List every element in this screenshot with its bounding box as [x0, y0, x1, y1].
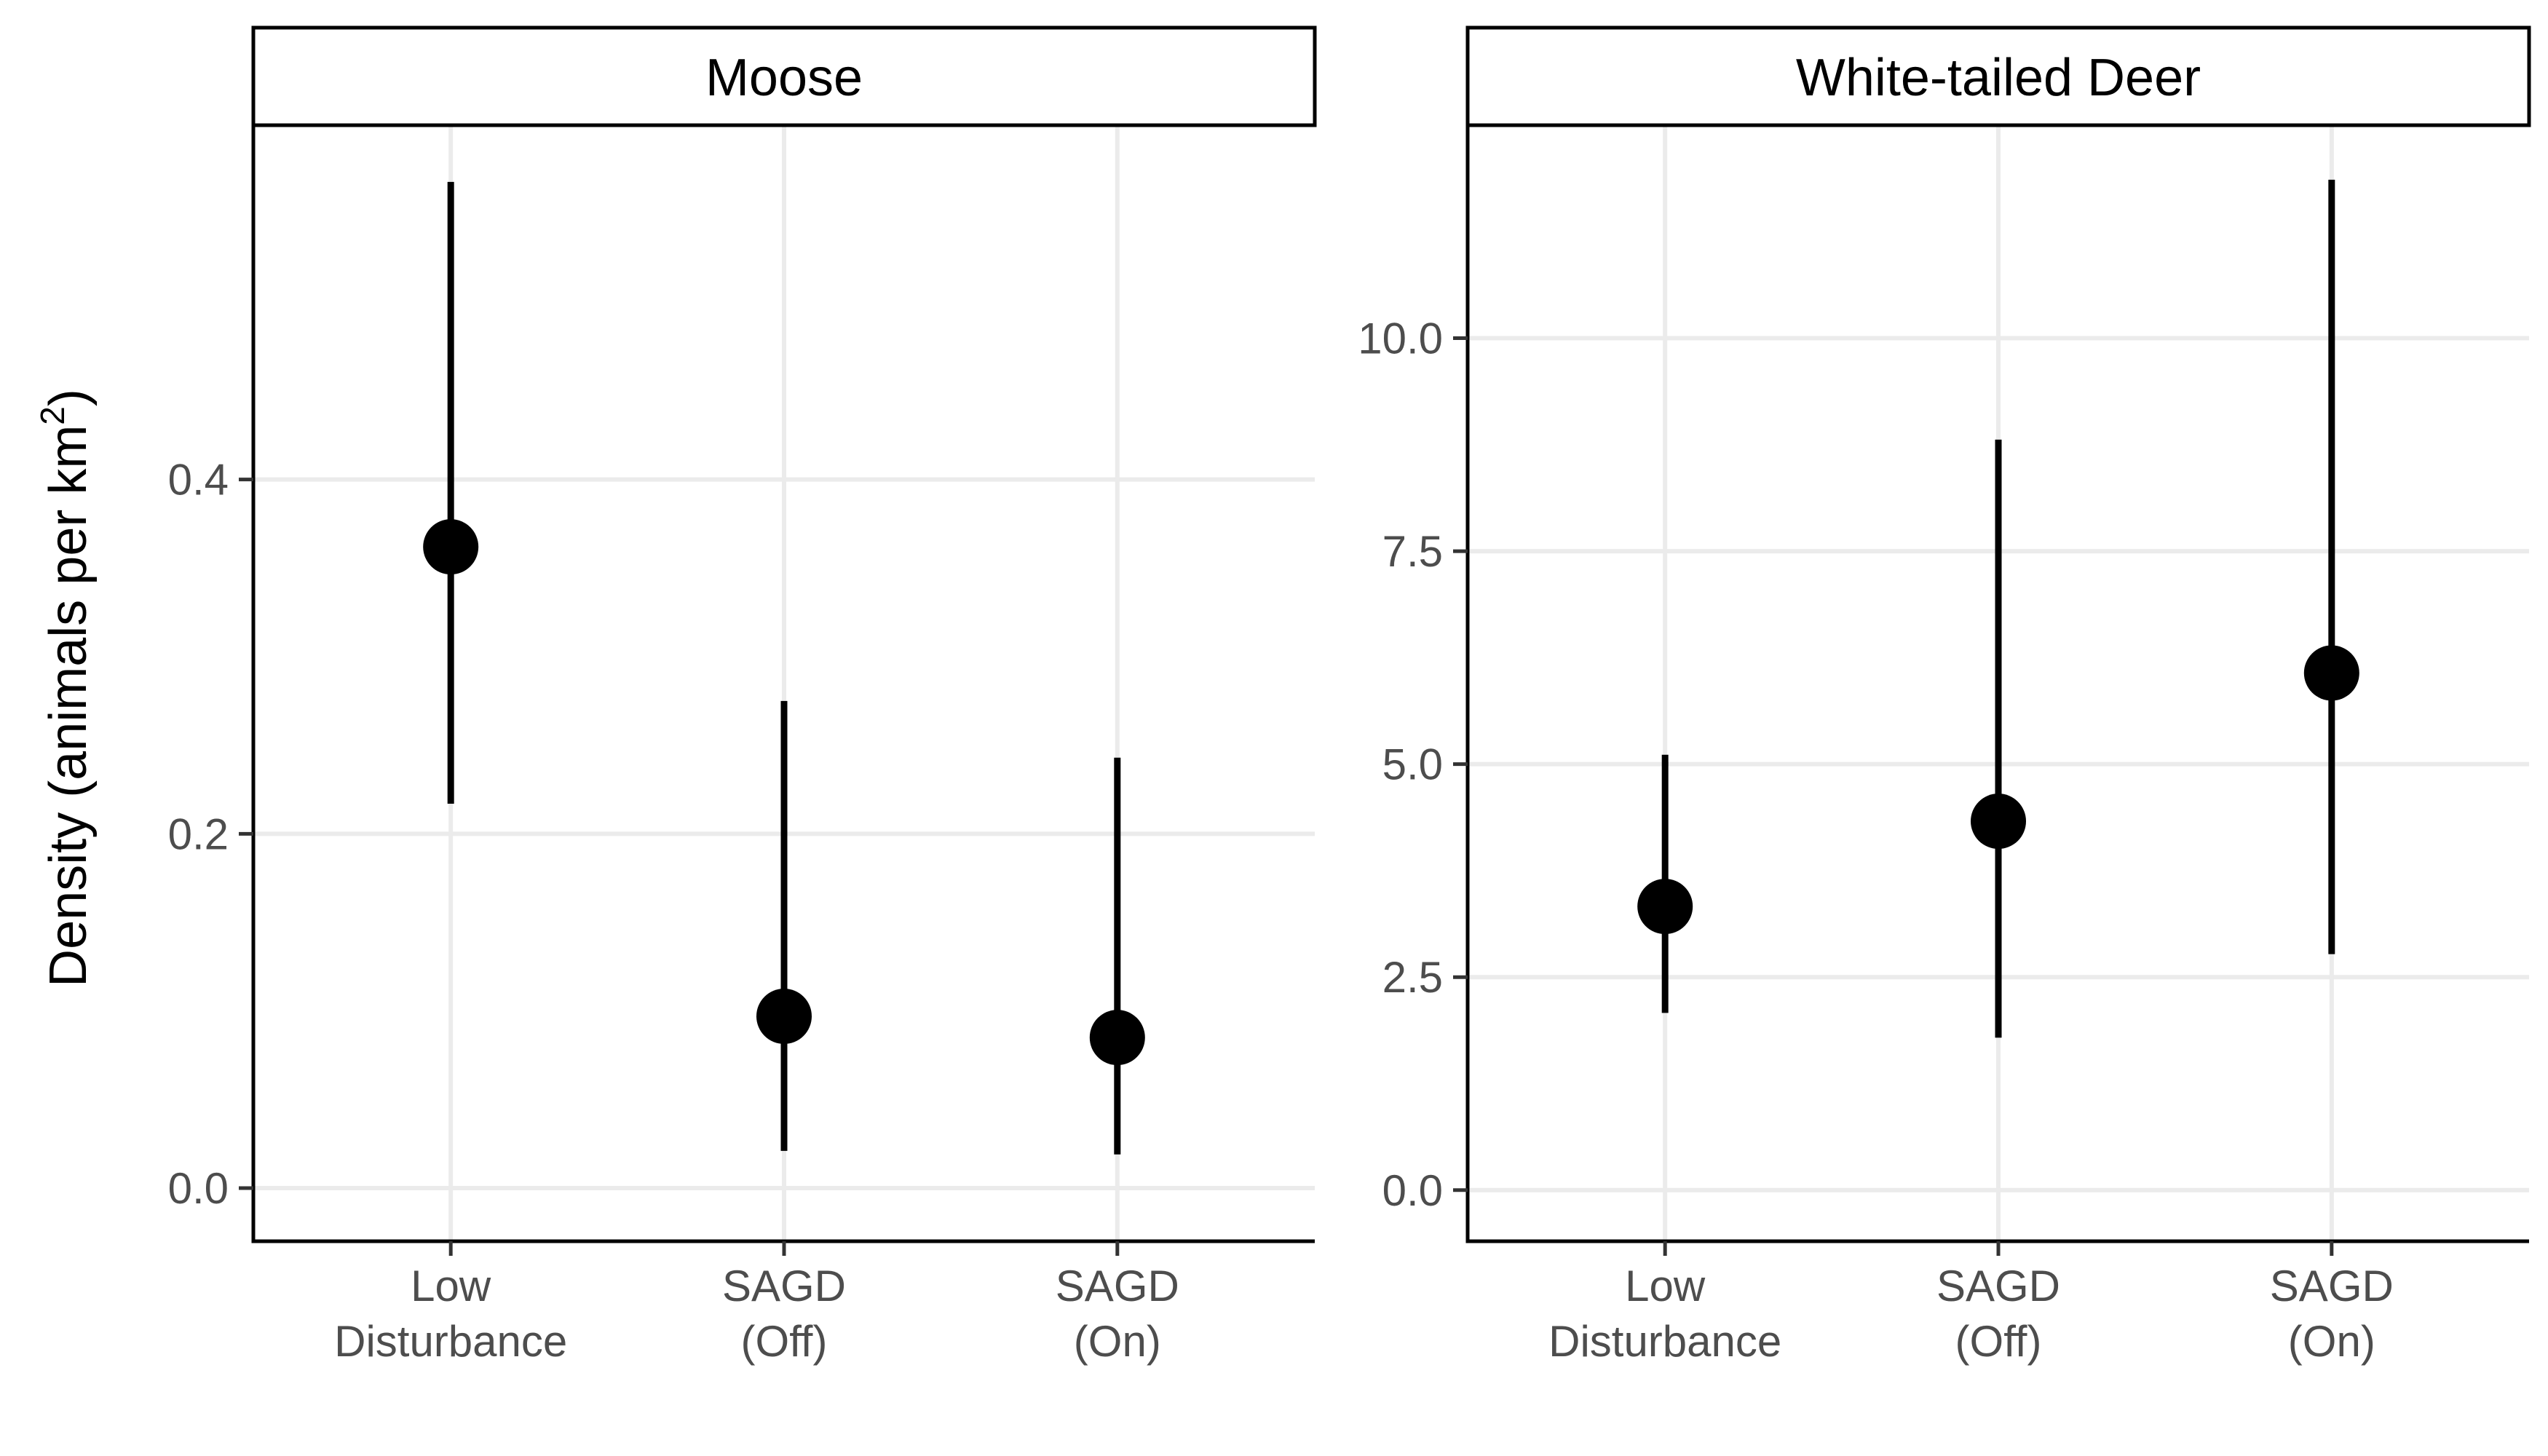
y-axis-title-main: Density (animals per km — [39, 425, 98, 987]
x-tick-label: Low Disturbance — [334, 1262, 567, 1366]
y-tick-label: 0.0 — [1382, 1166, 1443, 1215]
y-tick-label: 0.0 — [168, 1164, 229, 1213]
estimate-point — [1637, 879, 1693, 935]
x-tick-label: Low Disturbance — [1548, 1262, 1781, 1366]
facet-strip — [251, 25, 1317, 127]
estimate-point — [756, 988, 812, 1044]
panel-0: 0.0 0.2 0.4 Low Disturbance SAGD (Off) SAGD (On)… — [168, 25, 1317, 1366]
y-tick-label: 7.5 — [1382, 527, 1443, 576]
facet-strip — [1465, 25, 2531, 127]
x-tick-label: SAGD (On) — [1056, 1262, 1179, 1366]
facet-title: White-tailed Deer — [1796, 49, 2201, 107]
y-tick-label: 0.4 — [168, 456, 229, 505]
y-tick-label: 2.5 — [1382, 953, 1443, 1002]
facet-panels: 0.0 0.2 0.4 Low Disturbance SAGD (Off) SAGD (On)… — [168, 25, 2531, 1366]
x-tick-label: SAGD (On) — [2270, 1262, 2394, 1366]
estimate-point — [1089, 1010, 1145, 1066]
y-tick-label: 0.2 — [168, 810, 229, 858]
x-tick-label: SAGD (Off) — [1936, 1262, 2060, 1366]
estimate-point — [2303, 645, 2359, 701]
estimate-point — [423, 519, 479, 575]
facet-title: Moose — [705, 49, 863, 107]
x-tick-label: SAGD (Off) — [722, 1262, 846, 1366]
panel-1: 0.0 2.5 5.0 7.5 10.0 Low Disturbance SAGD (Off) S… — [1358, 25, 2531, 1366]
y-axis-title: Density (animals per km2) — [33, 389, 98, 987]
y-axis-title-superscript: 2 — [33, 406, 71, 425]
y-axis-title-close: ) — [39, 389, 98, 406]
y-tick-label: 5.0 — [1382, 740, 1443, 789]
estimate-point — [1971, 794, 2026, 850]
y-tick-label: 10.0 — [1358, 314, 1443, 363]
